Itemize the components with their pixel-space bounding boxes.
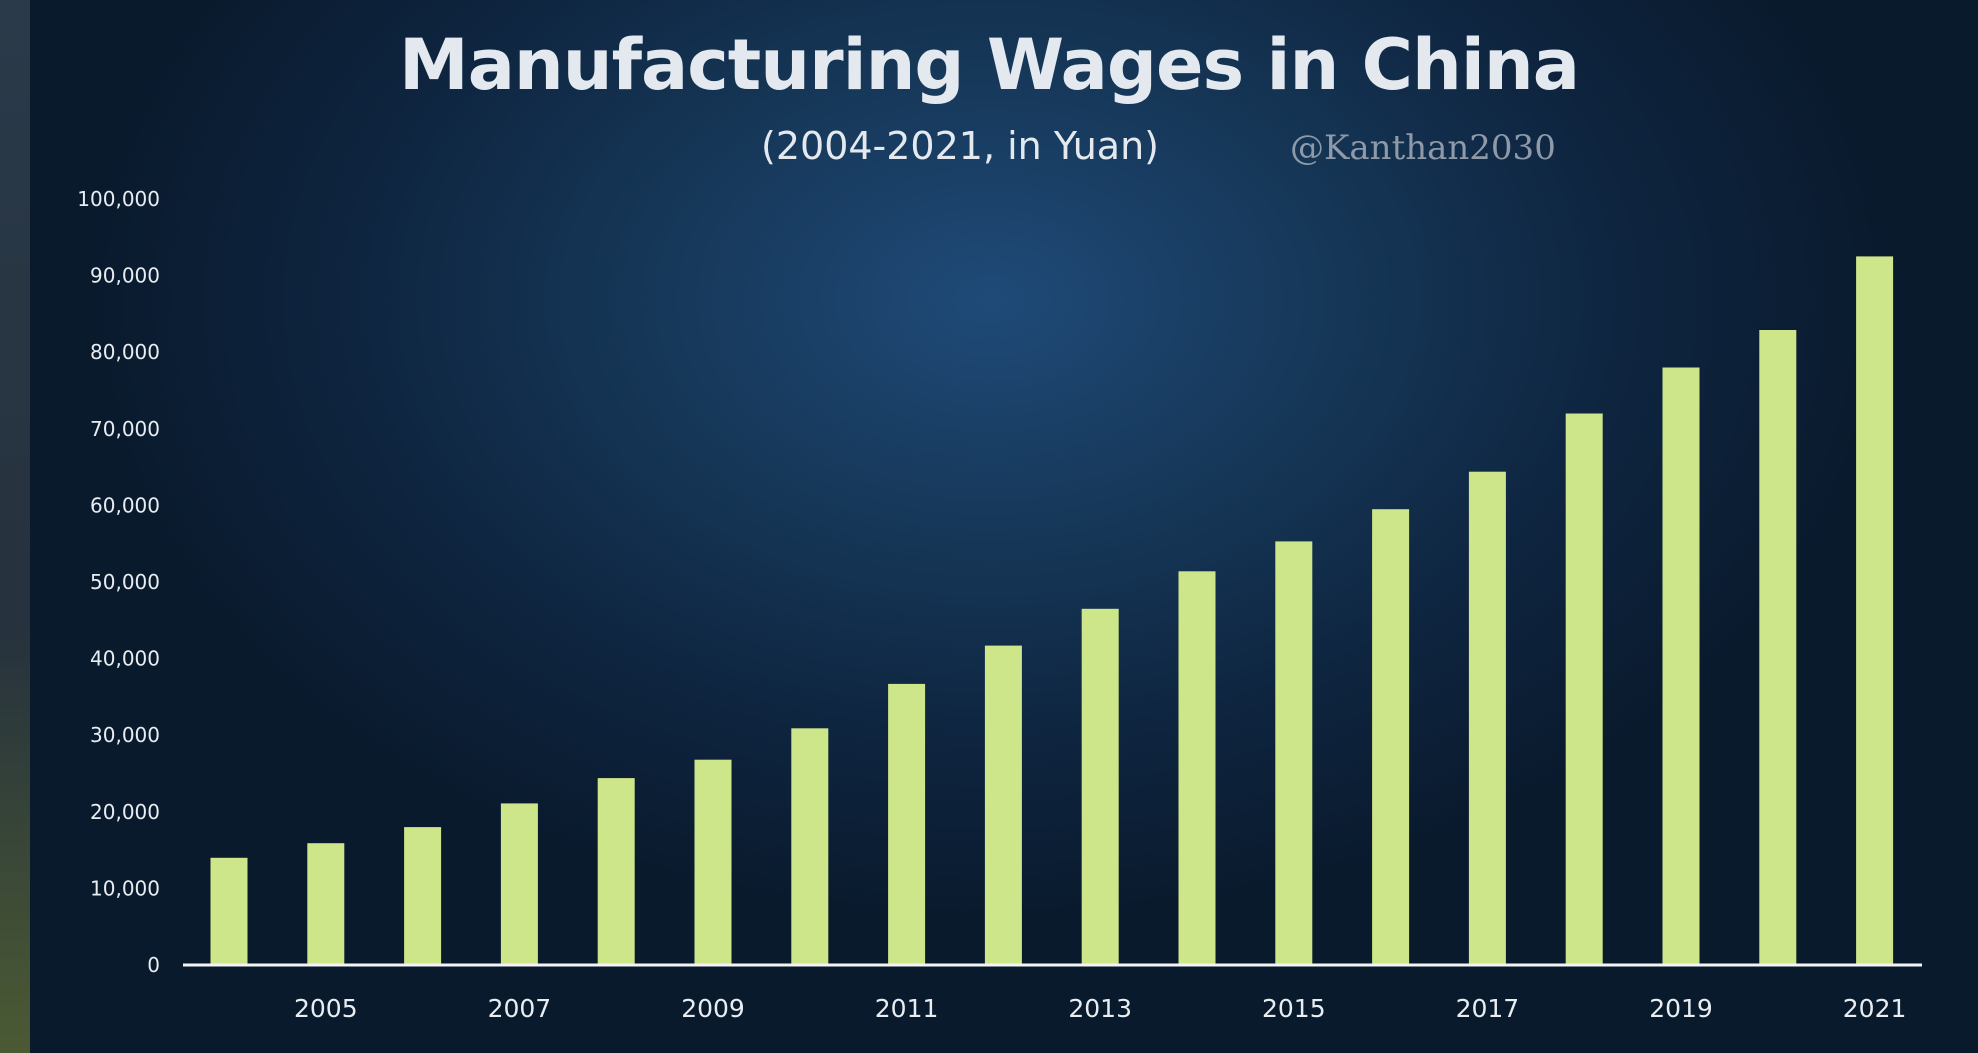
x-tick-label: 2007 xyxy=(488,994,552,1023)
bars xyxy=(210,256,1894,965)
x-tick-label: 2005 xyxy=(294,994,358,1023)
bar-2020 xyxy=(1759,330,1797,965)
chart-subtitle: (2004-2021, in Yuan) xyxy=(761,124,1159,168)
bar-2011 xyxy=(888,683,926,965)
y-tick-label: 70,000 xyxy=(90,417,160,441)
bar-2013 xyxy=(1081,608,1119,965)
bar-2008 xyxy=(597,778,635,965)
chart-title: Manufacturing Wages in China xyxy=(399,24,1580,106)
bar-2016 xyxy=(1372,509,1410,965)
y-axis-ticks: 0 10,000 20,000 30,000 40,000 50,000 60,000 70,… xyxy=(77,187,160,977)
y-tick-label: 0 xyxy=(147,953,160,977)
bar-2014 xyxy=(1178,571,1216,965)
y-tick-label: 100,000 xyxy=(77,187,160,211)
y-tick-label: 20,000 xyxy=(90,800,160,824)
bar-2021 xyxy=(1856,256,1894,965)
watermark-handle: @Kanthan2030 xyxy=(1290,128,1556,168)
bar-2006 xyxy=(404,827,442,965)
x-axis-ticks: 2005 2007 2009 2011 2013 2015 2017 2019 2021 xyxy=(294,994,1906,1023)
bar-2004 xyxy=(210,857,248,965)
bar-2012 xyxy=(984,645,1022,965)
y-tick-label: 30,000 xyxy=(90,723,160,747)
bar-2018 xyxy=(1565,413,1603,965)
bar-2010 xyxy=(791,728,829,965)
y-tick-label: 10,000 xyxy=(90,876,160,900)
left-edge-strip xyxy=(0,0,30,1053)
bar-2009 xyxy=(694,759,732,965)
x-tick-label: 2011 xyxy=(875,994,939,1023)
bar-2019 xyxy=(1662,367,1700,965)
x-tick-label: 2009 xyxy=(681,994,745,1023)
bar-2017 xyxy=(1468,471,1506,965)
bar-2007 xyxy=(500,803,538,965)
x-tick-label: 2017 xyxy=(1456,994,1520,1023)
y-tick-label: 60,000 xyxy=(90,493,160,517)
x-tick-label: 2015 xyxy=(1262,994,1326,1023)
y-tick-label: 40,000 xyxy=(90,647,160,671)
y-tick-label: 80,000 xyxy=(90,340,160,364)
y-tick-label: 90,000 xyxy=(90,264,160,288)
x-tick-label: 2013 xyxy=(1068,994,1132,1023)
y-tick-label: 50,000 xyxy=(90,570,160,594)
bar-2015 xyxy=(1275,541,1313,965)
bar-2005 xyxy=(307,843,345,965)
x-tick-label: 2019 xyxy=(1649,994,1713,1023)
x-tick-label: 2021 xyxy=(1843,994,1907,1023)
